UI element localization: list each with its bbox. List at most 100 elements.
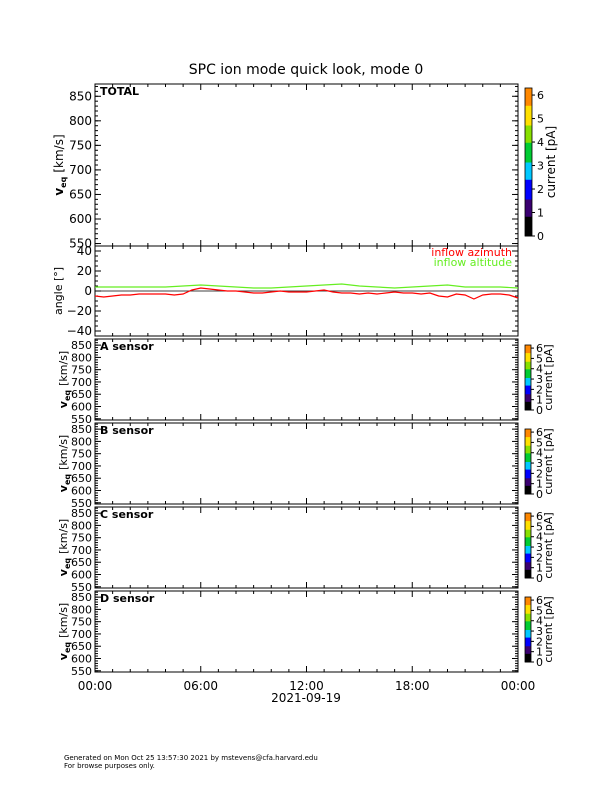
y-axis-label: veq [km/s] xyxy=(57,603,72,660)
colorbar-segment xyxy=(525,352,531,355)
colorbar-segment xyxy=(525,529,531,531)
colorbar-segment xyxy=(525,386,531,388)
colorbar-segment xyxy=(525,444,531,446)
colorbar-segment xyxy=(525,211,532,215)
colorbar-segment xyxy=(525,617,531,620)
colorbar-segment xyxy=(525,572,531,575)
colorbar-segment xyxy=(525,458,531,460)
colorbar-segment xyxy=(525,602,531,604)
colorbar-segment xyxy=(525,353,531,356)
colorbar-segment xyxy=(525,483,531,485)
colorbar-segment xyxy=(525,641,531,643)
colorbar-segment xyxy=(525,179,532,183)
colorbar-segment xyxy=(525,194,532,198)
colorbar-tick-label: 3 xyxy=(536,457,543,470)
y-tick-label: 800 xyxy=(71,435,92,448)
panel-label: B sensor xyxy=(100,424,154,437)
x-tick-label: 06:00 xyxy=(183,679,218,693)
colorbar-tick-label: 5 xyxy=(536,352,543,365)
colorbar-segment xyxy=(525,347,531,349)
colorbar-segment xyxy=(525,154,532,158)
colorbar-segment xyxy=(525,659,531,662)
colorbar-tick-label: 5 xyxy=(536,436,543,449)
colorbar-segment xyxy=(525,626,531,628)
colorbar-segment xyxy=(525,527,531,529)
colorbar-tick-label: 2 xyxy=(536,383,543,396)
colorbar-segment xyxy=(525,546,531,549)
y-tick-label: 20 xyxy=(77,264,92,278)
colorbar-segment xyxy=(525,514,531,516)
colorbar-segment xyxy=(525,440,531,443)
colorbar-segment xyxy=(525,122,532,126)
colorbar-segment xyxy=(525,639,531,641)
colorbar-segment xyxy=(525,473,531,475)
colorbar-segment xyxy=(525,365,531,368)
x-tick-label: 00:00 xyxy=(501,679,536,693)
colorbar-segment xyxy=(525,125,532,128)
colorbar-segment xyxy=(525,562,531,565)
colorbar-segment xyxy=(525,435,531,438)
colorbar-segment xyxy=(525,561,531,564)
colorbar-segment xyxy=(525,452,531,455)
colorbar-segment xyxy=(525,519,531,522)
colorbar-segment xyxy=(525,388,531,390)
colorbar-label: current [pA] xyxy=(542,512,555,578)
colorbar-segment xyxy=(525,642,531,645)
colorbar-segment xyxy=(525,107,532,111)
colorbar-segment xyxy=(525,466,531,469)
colorbar-segment xyxy=(525,484,531,486)
colorbar-segment xyxy=(525,203,532,207)
colorbar-segment xyxy=(525,345,531,347)
y-tick-label: 700 xyxy=(71,460,92,473)
colorbar-segment xyxy=(525,381,531,384)
colorbar-segment xyxy=(525,547,531,550)
colorbar-frame xyxy=(524,596,532,663)
figure-title: SPC ion mode quick look, mode 0 xyxy=(189,62,423,78)
panel-label: C sensor xyxy=(100,508,154,521)
colorbar-segment xyxy=(525,533,531,536)
y-tick-label: 650 xyxy=(69,187,92,201)
colorbar-segment xyxy=(525,462,531,465)
colorbar-segment xyxy=(525,516,531,518)
colorbar-segment xyxy=(525,443,531,445)
y-tick-label: −20 xyxy=(67,304,92,318)
colorbar-tick-label: 0 xyxy=(537,230,544,243)
colorbar-segment xyxy=(525,649,531,651)
y-axis-label-unit: [km/s] xyxy=(57,351,70,386)
colorbar-segment xyxy=(525,628,531,630)
colorbar-tick-label: 2 xyxy=(536,635,543,648)
colorbar-segment xyxy=(525,522,531,525)
colorbar-tick-label: 6 xyxy=(536,594,543,607)
colorbar-segment xyxy=(525,632,531,635)
y-tick-label: 700 xyxy=(69,163,92,177)
colorbar-segment xyxy=(525,450,531,453)
colorbar-segment xyxy=(525,656,531,659)
colorbar-segment xyxy=(525,517,531,519)
colorbar-segment xyxy=(525,218,532,222)
colorbar-segment xyxy=(525,550,531,553)
x-tick-label: 18:00 xyxy=(395,679,430,693)
y-axis-label-unit: [km/s] xyxy=(57,435,70,470)
colorbar-segment xyxy=(525,157,532,161)
colorbar-tick-label: 4 xyxy=(536,615,543,628)
panel-label: A sensor xyxy=(100,340,154,353)
colorbar-segment xyxy=(525,534,531,537)
colorbar-segment xyxy=(525,404,531,407)
colorbar-segment xyxy=(525,631,531,634)
colorbar-segment xyxy=(525,532,531,535)
colorbar-segment xyxy=(525,623,531,625)
colorbar-segment xyxy=(525,362,531,364)
y-tick-label: 750 xyxy=(71,616,92,629)
colorbar-segment xyxy=(525,407,531,410)
plot-frame xyxy=(94,338,519,421)
y-axis-label-sub: eq xyxy=(63,642,72,653)
colorbar-segment xyxy=(525,614,531,616)
colorbar-segment xyxy=(525,560,531,563)
colorbar-segment xyxy=(525,360,531,362)
time-axis: 00:00 06:00 12:00 18:00 00:00 xyxy=(78,679,536,693)
colorbar-tick-label: 3 xyxy=(536,625,543,638)
colorbar-segment xyxy=(525,379,531,382)
colorbar-segment xyxy=(525,169,532,173)
